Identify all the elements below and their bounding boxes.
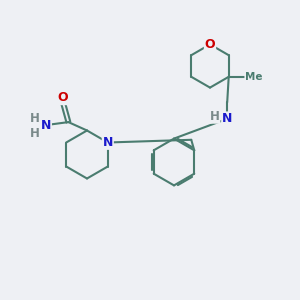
Text: H: H: [30, 127, 39, 140]
Text: N: N: [41, 118, 51, 132]
Text: H: H: [210, 110, 220, 123]
Text: O: O: [205, 38, 215, 51]
Text: N: N: [103, 136, 113, 149]
Text: H: H: [30, 112, 39, 125]
Text: Me: Me: [245, 72, 263, 82]
Text: O: O: [58, 91, 68, 104]
Text: N: N: [222, 112, 232, 125]
